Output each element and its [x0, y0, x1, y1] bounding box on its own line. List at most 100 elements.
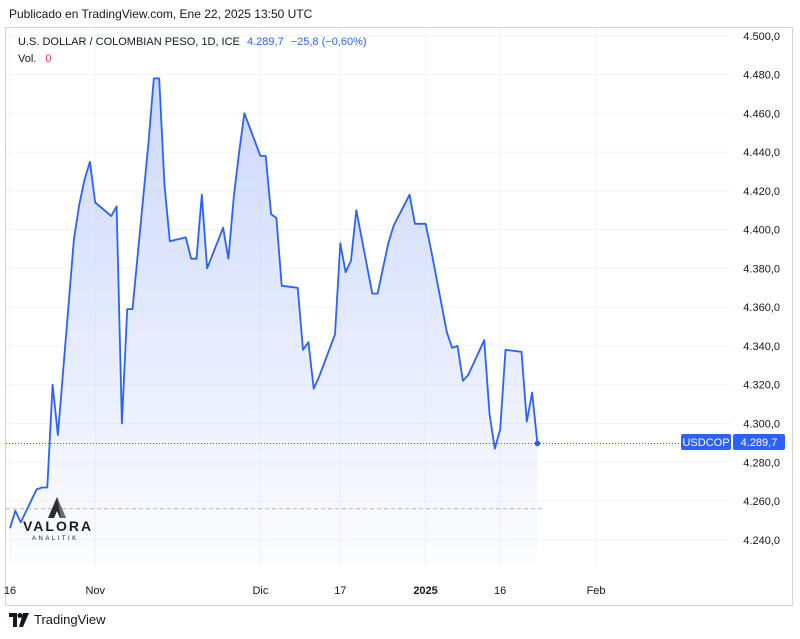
series-point — [354, 208, 358, 212]
series-point — [488, 412, 492, 416]
series-point — [120, 422, 124, 426]
series-point — [317, 375, 321, 379]
series-point — [258, 154, 262, 158]
y-tick-label: 4.300,0 — [743, 418, 780, 430]
series-point — [429, 247, 433, 251]
series-point — [274, 216, 278, 220]
series-point — [93, 201, 97, 205]
series-point — [45, 486, 49, 490]
price-badge-bg — [733, 434, 785, 450]
watermark-name: VALORA — [23, 518, 93, 534]
series-point — [269, 212, 273, 216]
series-point — [232, 195, 236, 199]
series-point — [83, 177, 87, 181]
series-point — [461, 379, 465, 383]
series-point — [280, 284, 284, 288]
series-point — [530, 391, 534, 395]
y-tick-label: 4.400,0 — [743, 225, 780, 237]
legend-volume-value: 0 — [45, 53, 52, 65]
series-point — [306, 340, 310, 344]
watermark-subtitle: ANALITIK — [32, 536, 79, 542]
y-tick-label: 4.440,0 — [743, 147, 780, 159]
legend-change: −25,8 (−0,60%) — [290, 36, 367, 48]
series-point — [56, 433, 60, 437]
y-tick-label: 4.260,0 — [743, 496, 780, 508]
series-point — [77, 202, 81, 206]
y-tick-label: 4.420,0 — [743, 186, 780, 198]
series-point — [445, 330, 449, 334]
valora-analitik-watermark: VALORA ANALITIK — [23, 497, 93, 542]
x-tick-label: Feb — [587, 585, 606, 597]
legend-symbol-row: U.S. DOLLAR / COLOMBIAN PESO, 1D, ICE 4.… — [18, 34, 367, 51]
series-point — [109, 214, 113, 218]
y-tick-label: 4.320,0 — [743, 380, 780, 392]
y-tick-label: 4.380,0 — [743, 263, 780, 275]
usdcop-series-line — [9, 77, 539, 529]
x-tick-label: 16 — [4, 585, 16, 597]
series-point — [88, 160, 92, 164]
series-point — [504, 348, 508, 352]
series-point — [264, 154, 268, 158]
y-tick-label: 4.240,0 — [743, 535, 780, 547]
series-point — [386, 241, 390, 245]
series-point — [344, 270, 348, 274]
price-axis[interactable]: 4.500,0 4.480,0 4.460,0 4.440,0 4.420,0 4.400… — [743, 31, 780, 547]
series-point — [392, 224, 396, 228]
series-point — [35, 487, 39, 491]
series-point — [51, 383, 55, 387]
series-point — [424, 222, 428, 226]
price-badge-text: 4.289,7 — [741, 437, 778, 449]
series-point — [147, 140, 151, 144]
series-point — [450, 346, 454, 350]
series-point — [296, 286, 300, 290]
series-point — [376, 292, 380, 296]
series-point — [131, 307, 135, 311]
series-point — [482, 338, 486, 342]
legend-last-value: 4.289,7 — [246, 36, 284, 48]
area-fill-path — [10, 78, 538, 566]
time-axis[interactable]: 16 Nov Dic 17 2025 16 Feb — [4, 585, 606, 597]
area-fill — [10, 78, 538, 566]
series-point — [184, 235, 188, 239]
y-tick-label: 4.340,0 — [743, 341, 780, 353]
chart-frame — [5, 27, 793, 606]
series-point — [525, 420, 529, 424]
series-point — [40, 486, 44, 490]
series-point — [115, 204, 119, 208]
series-point — [157, 76, 161, 80]
chart-legend: U.S. DOLLAR / COLOMBIAN PESO, 1D, ICE 4.… — [18, 34, 367, 68]
series-point — [8, 526, 12, 530]
y-tick-label: 4.460,0 — [743, 108, 780, 120]
series-point — [72, 237, 76, 241]
series-point — [301, 348, 305, 352]
ticker-badge-bg — [681, 434, 731, 450]
series-point — [333, 332, 337, 336]
series-point — [226, 257, 230, 261]
y-tick-label: 4.500,0 — [743, 31, 780, 43]
legend-symbol[interactable]: U.S. DOLLAR / COLOMBIAN PESO, 1D, ICE — [18, 36, 240, 48]
series-point — [520, 350, 524, 354]
series-point — [125, 307, 129, 311]
series-point — [338, 241, 342, 245]
tradingview-footer[interactable]: TradingView — [9, 612, 106, 627]
x-tick-label: 17 — [334, 585, 346, 597]
series-point — [200, 193, 204, 197]
ticker-badge-text: USDCOP — [682, 437, 729, 449]
x-tick-label: Dic — [252, 585, 268, 597]
tradingview-brand: TradingView — [34, 612, 106, 627]
series-point — [498, 427, 502, 431]
valora-logo-mark — [48, 497, 66, 518]
series-point — [205, 266, 209, 270]
series-point — [13, 509, 17, 513]
x-tick-label: 16 — [494, 585, 506, 597]
last-point-dot — [534, 440, 541, 447]
series-point — [408, 193, 412, 197]
series-point — [370, 292, 374, 296]
x-tick-label: 2025 — [413, 585, 437, 597]
series-point — [312, 387, 316, 391]
x-tick-label: Nov — [85, 585, 105, 597]
legend-volume-label: Vol. — [18, 53, 37, 65]
series-point — [237, 150, 241, 154]
y-tick-label: 4.280,0 — [743, 457, 780, 469]
